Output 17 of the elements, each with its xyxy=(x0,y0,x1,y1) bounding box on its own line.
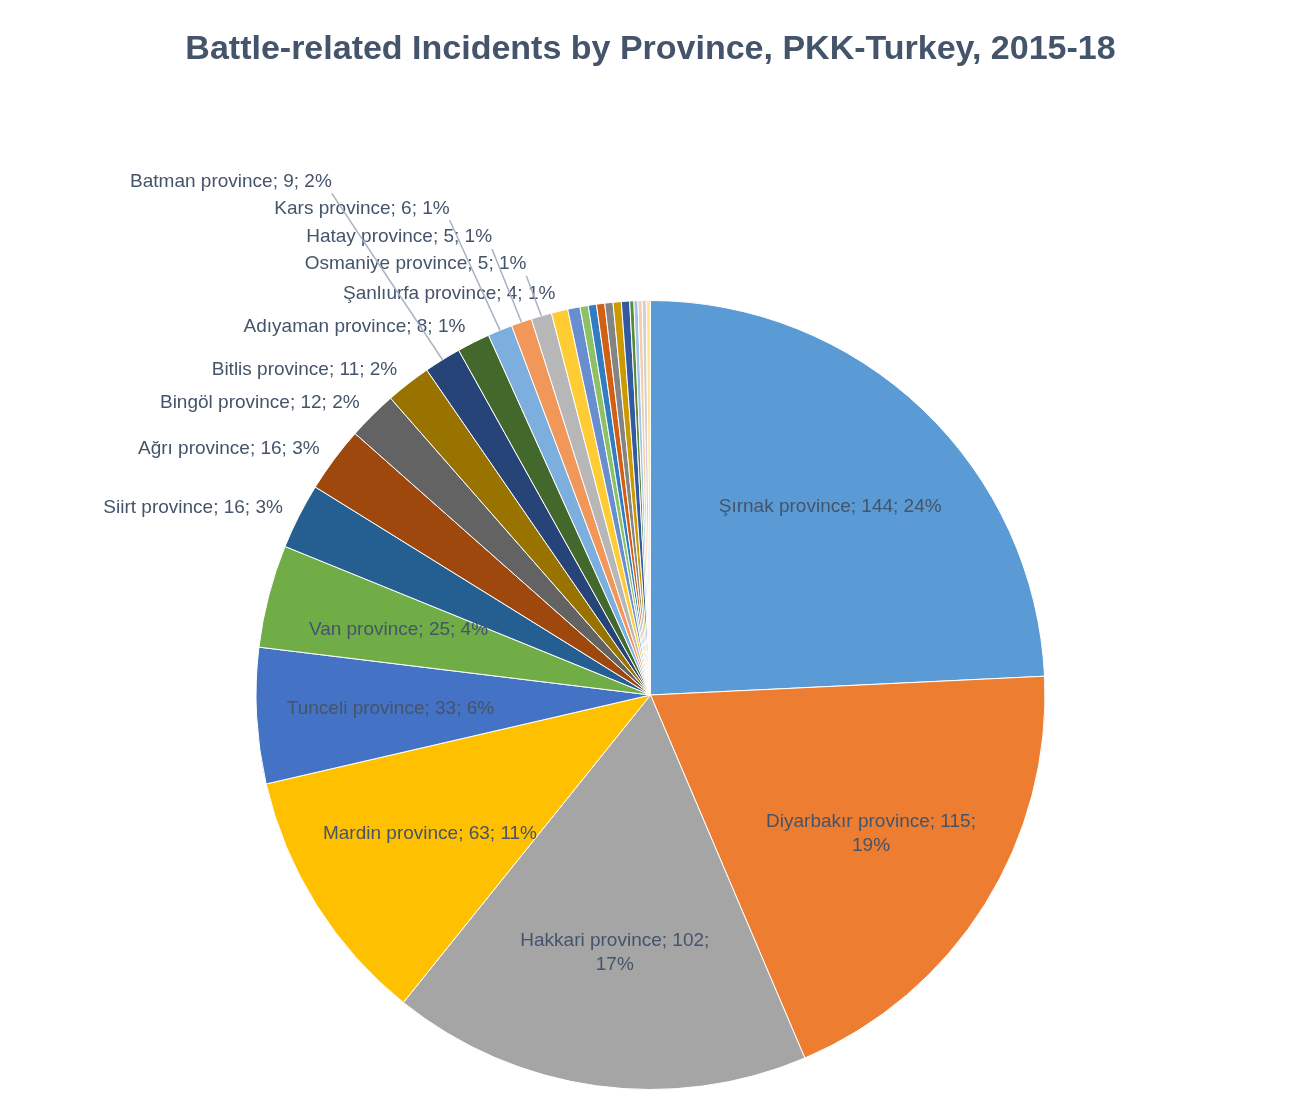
slice-label: Bitlis province; 11; 2% xyxy=(211,357,398,379)
slice-label: Siirt province; 16; 3% xyxy=(103,496,283,518)
slice-label: Hakkari province; 102; 17% xyxy=(520,929,710,975)
slice-label: Hatay province; 5; 1% xyxy=(306,225,493,247)
slice-label: Batman province; 9; 2% xyxy=(130,169,332,191)
slice-label: Şırnak province; 144; 24% xyxy=(718,494,942,516)
slice-label: Şanlıurfa province; 4; 1% xyxy=(343,281,556,303)
slice-label: Kars province; 6; 1% xyxy=(274,196,450,218)
slice-label: Mardin province; 63; 11% xyxy=(322,821,538,843)
slice-label: Bingöl province; 12; 2% xyxy=(159,390,360,412)
slice-label: Adıyaman province; 8; 1% xyxy=(243,314,466,336)
slice-label: Ağrı province; 16; 3% xyxy=(137,436,320,458)
slice-label: Van province; 25; 4% xyxy=(308,617,489,639)
slice-label: Tunceli province; 33; 6% xyxy=(286,697,495,718)
slice-label: Diyarbakır province; 115; 19% xyxy=(766,809,976,855)
chart-title: Battle-related Incidents by Province, PKK-Turkey, 2015-18 xyxy=(184,28,1117,67)
slice-label: Osmaniye province; 5; 1% xyxy=(304,252,527,274)
